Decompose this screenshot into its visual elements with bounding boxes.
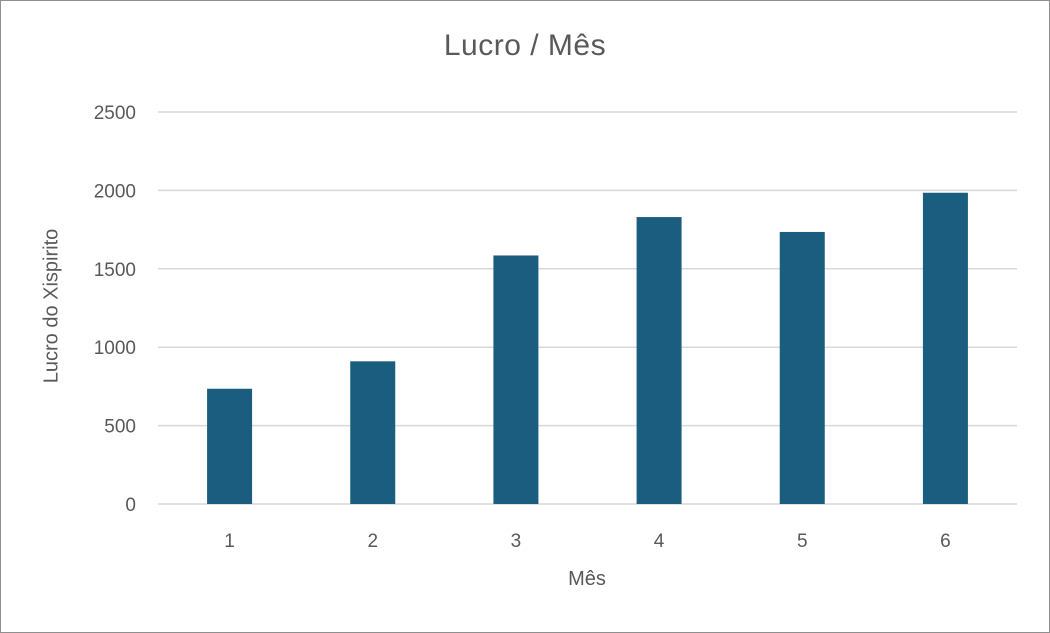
- y-tick-label: 1000: [94, 338, 136, 359]
- y-tick-label: 1500: [94, 260, 136, 281]
- x-tick-label: 2: [367, 531, 378, 552]
- bar-2: [350, 361, 396, 504]
- x-tick-label: 4: [654, 531, 665, 552]
- bar-3: [493, 255, 539, 504]
- bar-6: [922, 192, 968, 504]
- x-tick-label: 5: [797, 531, 808, 552]
- y-tick-label: 2500: [94, 103, 136, 124]
- y-tick-label: 2000: [94, 181, 136, 202]
- chart-title: Lucro / Mês: [443, 29, 607, 62]
- x-tick-label: 6: [940, 531, 951, 552]
- x-tick-label: 3: [511, 531, 522, 552]
- y-tick-label: 500: [104, 417, 136, 438]
- y-tick-label: 0: [125, 495, 136, 516]
- x-tick-label: 1: [224, 531, 235, 552]
- x-axis-label: Mês: [568, 568, 606, 590]
- bar-4: [636, 217, 682, 504]
- bar-1: [207, 388, 253, 504]
- bar-5: [779, 231, 825, 504]
